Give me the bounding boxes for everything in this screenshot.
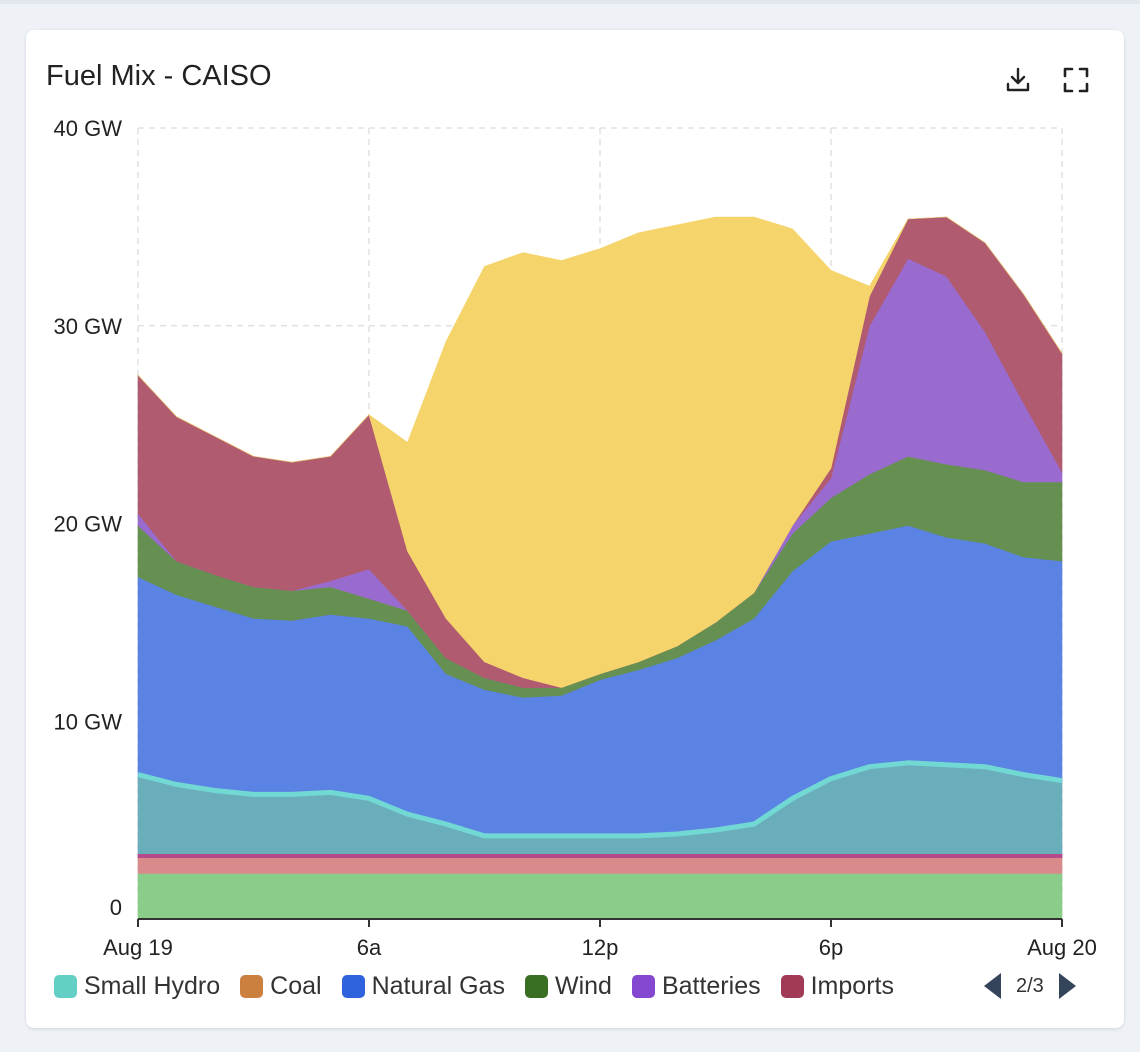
- download-icon[interactable]: [1000, 62, 1036, 98]
- chevron-right-icon[interactable]: [1058, 973, 1076, 999]
- x-tick-label: Aug 20: [1027, 935, 1097, 960]
- top-divider: [0, 0, 1140, 4]
- chart-areas: [137, 216, 1063, 920]
- legend-label: Coal: [270, 971, 322, 1000]
- x-tick-label: 12p: [582, 935, 619, 960]
- legend-pagination: 2/3: [984, 970, 1076, 1002]
- x-tick-label: Aug 19: [103, 935, 173, 960]
- y-tick-label: 30 GW: [54, 314, 123, 339]
- legend-label: Batteries: [661, 971, 761, 1000]
- fuel-mix-card: Fuel Mix - CAISO 0 10 GW 20 GW 30 GW 40 GW Au…: [26, 30, 1124, 1028]
- legend-swatch: [54, 974, 77, 998]
- legend-item-imports[interactable]: Imports: [780, 971, 894, 1001]
- legend-item-small-hydro[interactable]: Small Hydro: [54, 972, 220, 1001]
- x-tick-label: 6p: [819, 935, 843, 960]
- area-solar: [137, 216, 1063, 688]
- area-other-renewables: [137, 873, 1063, 920]
- legend-label: Wind: [554, 971, 612, 1000]
- fuel-mix-chart: 0 10 GW 20 GW 30 GW 40 GW Aug 19 6a 12p 6p Aug 20: [54, 116, 1097, 960]
- chevron-left-icon[interactable]: [984, 973, 1002, 999]
- page-indicator: 2/3: [1016, 974, 1044, 997]
- legend-item-batteries[interactable]: Batteries: [631, 971, 761, 1001]
- chart-axes: 0 10 GW 20 GW 30 GW 40 GW Aug 19 6a 12p 6p Aug 20: [54, 116, 1097, 960]
- y-tick-label: 20 GW: [54, 512, 123, 537]
- legend-swatch: [631, 974, 655, 998]
- legend-item-coal[interactable]: Coal: [240, 971, 322, 1001]
- legend-swatch: [240, 974, 264, 998]
- legend-swatch: [780, 974, 804, 998]
- legend-label: Imports: [810, 971, 894, 1000]
- legend-item-natural-gas[interactable]: Natural Gas: [341, 971, 505, 1001]
- fullscreen-icon[interactable]: [1058, 62, 1094, 98]
- legend-swatch: [341, 974, 365, 998]
- y-tick-label: 10 GW: [54, 709, 123, 734]
- legend-label: Natural Gas: [371, 971, 505, 1000]
- area-other: [137, 853, 1063, 858]
- y-tick-label: 40 GW: [54, 116, 123, 141]
- area-nuclear: [137, 857, 1063, 874]
- card-title: Fuel Mix - CAISO: [46, 60, 272, 92]
- legend-item-wind[interactable]: Wind: [524, 971, 612, 1001]
- y-tick-label: 0: [110, 895, 122, 920]
- chart-legend: Small Hydro Coal Natural Gas Wind Batteries I…: [54, 970, 914, 1002]
- small-hydro-edge: [137, 760, 1063, 839]
- x-tick-label: 6a: [357, 935, 382, 960]
- legend-swatch: [524, 974, 548, 998]
- legend-label: Small Hydro: [84, 971, 221, 1000]
